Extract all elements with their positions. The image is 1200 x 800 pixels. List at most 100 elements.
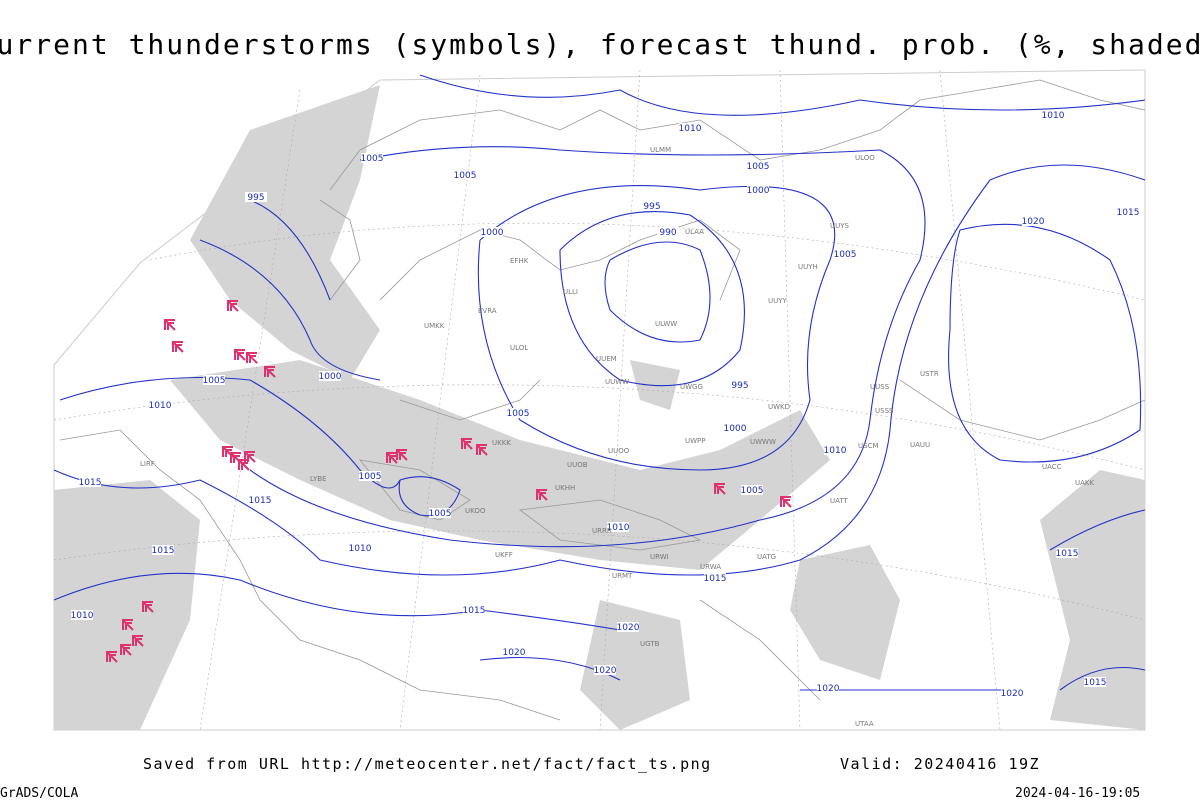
station-label: URRR	[592, 527, 612, 535]
isobar-label: 1015	[463, 606, 486, 616]
credit: GrADS/COLA	[0, 786, 78, 800]
label-backdrop	[149, 400, 171, 410]
label-backdrop	[507, 408, 529, 418]
label-backdrop	[1001, 688, 1023, 698]
station-label: UKHH	[555, 484, 575, 492]
label-backdrop	[724, 423, 746, 433]
label-backdrop	[741, 485, 763, 495]
station-label: ULAA	[685, 228, 704, 236]
probability-area	[54, 480, 200, 730]
station-label: UAKK	[1075, 479, 1095, 487]
station-label: URWI	[650, 553, 669, 561]
station-label: USTR	[920, 370, 939, 378]
station-label: UKKK	[492, 439, 511, 447]
probability-area	[190, 85, 380, 380]
thunderstorm-symbol	[714, 483, 726, 495]
probability-area	[1040, 470, 1145, 730]
station-label: UUWW	[605, 378, 629, 386]
station-label: UWGG	[680, 383, 703, 391]
station-label: UMKK	[424, 322, 445, 330]
isobar-label: 995	[731, 381, 748, 391]
isobar-label: 1005	[834, 250, 857, 260]
station-label: UATG	[757, 553, 776, 561]
thunderstorm-symbol	[172, 341, 184, 353]
label-backdrop	[361, 153, 383, 163]
thunderstorm-symbol	[386, 452, 398, 464]
label-backdrop	[704, 573, 726, 583]
isobar-label: 1005	[361, 154, 384, 164]
source-url: Saved from URL http://meteocenter.net/fa…	[143, 755, 712, 773]
station-label: ULOO	[855, 154, 875, 162]
isobar-label: 1005	[429, 509, 452, 519]
label-backdrop	[454, 170, 476, 180]
label-backdrop	[79, 477, 101, 487]
station-label: EFHK	[510, 257, 529, 265]
isobar-label: 1020	[617, 623, 640, 633]
isobar-label: 1005	[507, 409, 530, 419]
isobar-label: 1015	[704, 574, 727, 584]
station-label: UUYS	[830, 222, 850, 230]
coastlines	[59, 79, 1146, 721]
thunderstorm-symbol	[780, 496, 792, 508]
label-backdrop	[203, 375, 225, 385]
isobar-label: 1010	[349, 544, 372, 554]
thunderstorm-symbol	[246, 352, 258, 364]
thunderstorm-symbol	[132, 635, 144, 647]
isobar-label: 1000	[481, 228, 504, 238]
station-label: UAUU	[910, 441, 930, 449]
isobar-label: 1020	[594, 666, 617, 676]
thunderstorm-symbol	[122, 619, 134, 631]
isobar-label: 1010	[607, 523, 630, 533]
thunderstorm-symbol	[142, 601, 154, 613]
label-backdrop	[481, 227, 503, 237]
label-backdrop	[359, 471, 381, 481]
isobar-label: 1020	[817, 684, 840, 694]
thunderstorm-symbol	[536, 489, 548, 501]
timestamp: 2024-04-16-19:05	[1015, 786, 1140, 800]
label-backdrop	[463, 605, 485, 615]
station-label: LYBE	[310, 475, 326, 483]
station-label: UUOB	[567, 461, 588, 469]
isobar-label: 1000	[747, 186, 770, 196]
thunderstorms	[106, 300, 792, 663]
isobar-label: 1015	[1117, 208, 1140, 218]
thunderstorm-symbol	[106, 651, 118, 663]
isobar-label: 1015	[1084, 678, 1107, 688]
station-label: UUYY	[768, 297, 788, 305]
label-backdrop	[641, 201, 663, 211]
station-label: ULMM	[650, 146, 671, 154]
isobar-label: 1015	[79, 478, 102, 488]
label-backdrop	[747, 161, 769, 171]
label-backdrop	[817, 683, 839, 693]
isobar-label: 1015	[152, 546, 175, 556]
isobar-label: 1005	[359, 472, 382, 482]
label-backdrop	[1084, 677, 1106, 687]
station-label: UWPP	[685, 437, 706, 445]
label-backdrop	[834, 249, 856, 259]
isobar-label: 1020	[1022, 217, 1045, 227]
station-label: UWKD	[768, 403, 790, 411]
station-label: UUYH	[798, 263, 818, 271]
isobar-label: 1000	[724, 424, 747, 434]
isobar-label: 1010	[1042, 111, 1065, 121]
shading	[54, 85, 1145, 730]
isobar-label: 1010	[149, 401, 172, 411]
station-label: USCM	[858, 442, 879, 450]
label-backdrop	[824, 445, 846, 455]
isobar-label: 1020	[1001, 689, 1024, 699]
isobar-label: 1005	[203, 376, 226, 386]
thunderstorm-symbol	[396, 449, 408, 461]
isobar-label: 1000	[319, 372, 342, 382]
label-backdrop	[747, 185, 769, 195]
label-backdrop	[429, 508, 451, 518]
isobar-label: 1010	[71, 611, 94, 621]
station-label: UWWW	[750, 438, 776, 446]
thunderstorm-symbol	[476, 444, 488, 456]
label-backdrop	[1022, 216, 1044, 226]
isobar-label: 1005	[747, 162, 770, 172]
thunderstorm-symbol	[238, 459, 250, 471]
label-backdrop	[607, 522, 629, 532]
station-label: USSS	[875, 407, 894, 415]
labels: 1010 1005 1000 995 990 1000 1005 1005 995 1005 101…	[71, 110, 1140, 728]
